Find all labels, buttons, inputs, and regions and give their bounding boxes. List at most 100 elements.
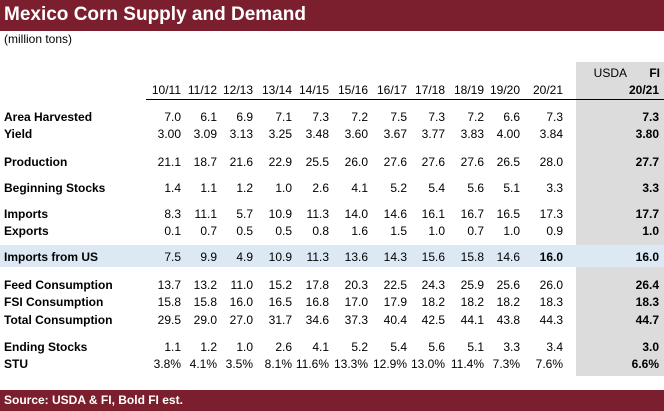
- table-cell: 5.1: [467, 340, 484, 354]
- table-cell: 18.2: [460, 295, 484, 309]
- table-cell: 9.9: [200, 250, 217, 264]
- table-cell: 7.3: [642, 110, 659, 124]
- table-cell: 7.2: [467, 110, 484, 124]
- table-cell: 26.4: [635, 278, 659, 292]
- row-label: Exports: [4, 224, 49, 238]
- table-cell: 0.5: [236, 224, 253, 238]
- table-cell: 16.0: [539, 250, 563, 264]
- table-cell: 14.6: [383, 207, 407, 221]
- table-cell: 27.6: [460, 155, 484, 169]
- column-header: 16/17: [376, 83, 407, 97]
- column-header: 15/16: [337, 83, 368, 97]
- table-cell: 17.3: [539, 207, 563, 221]
- row-label: Imports: [4, 207, 49, 221]
- table-cell: 25.6: [496, 278, 520, 292]
- table-cell: 1.0: [503, 224, 520, 238]
- table-cell: 10.9: [268, 207, 292, 221]
- table-cell: 3.0: [642, 340, 659, 354]
- page-title: Mexico Corn Supply and Demand: [4, 4, 306, 25]
- table-cell: 27.6: [421, 155, 445, 169]
- table-cell: 16.5: [496, 207, 520, 221]
- table-cell: 44.3: [539, 313, 563, 327]
- table-cell: 4.1: [312, 340, 329, 354]
- table-cell: 5.4: [428, 181, 445, 195]
- table-cell: 5.6: [467, 181, 484, 195]
- table-cell: 34.6: [305, 313, 329, 327]
- row-label: STU: [4, 357, 28, 371]
- table-cell: 7.5: [390, 110, 407, 124]
- table-cell: 21.1: [157, 155, 181, 169]
- table-cell: 2.6: [275, 340, 292, 354]
- table-cell: 3.25: [268, 127, 292, 141]
- row-label: Ending Stocks: [4, 340, 88, 354]
- table-cell: 14.3: [383, 250, 407, 264]
- table-cell: 1.4: [164, 181, 181, 195]
- table-cell: 4.9: [236, 250, 253, 264]
- column-header: 19/20: [489, 83, 520, 97]
- table-cell: 5.6: [428, 340, 445, 354]
- table-cell: 13.6: [344, 250, 368, 264]
- table-cell: 3.3: [546, 181, 563, 195]
- table-cell: 25.5: [305, 155, 329, 169]
- table-cell: 18.3: [635, 295, 659, 309]
- table-cell: 37.3: [344, 313, 368, 327]
- table-cell: 5.4: [390, 340, 407, 354]
- row-label: Yield: [4, 127, 33, 141]
- table-cell: 18.2: [421, 295, 445, 309]
- table-cell: 11.3: [306, 250, 329, 264]
- table-cell: 14.0: [344, 207, 368, 221]
- table-cell: 6.1: [200, 110, 217, 124]
- table-cell: 5.1: [503, 181, 520, 195]
- table-cell: 4.1: [351, 181, 368, 195]
- table-cell: 27.0: [229, 313, 253, 327]
- table-cell: 7.3%: [492, 357, 520, 371]
- table-cell: 40.4: [383, 313, 407, 327]
- table-cell: 1.0: [642, 224, 659, 238]
- table-cell: 15.8: [157, 295, 181, 309]
- column-header: 11/12: [187, 83, 217, 97]
- table-cell: 6.6: [503, 110, 520, 124]
- table-cell: 2.6: [312, 181, 329, 195]
- usda-fi-shaded-columns: [576, 62, 664, 376]
- table-cell: 27.6: [383, 155, 407, 169]
- table-cell: 7.3: [428, 110, 445, 124]
- table-cell: 3.83: [460, 127, 484, 141]
- table-cell: 3.3: [642, 181, 659, 195]
- fi-header: FI: [649, 66, 660, 80]
- table-cell: 13.0%: [410, 357, 445, 371]
- table-cell: 7.2: [351, 110, 368, 124]
- units-subtitle: (million tons): [4, 32, 73, 46]
- table-cell: 11.4%: [450, 357, 484, 371]
- table-cell: 18.3: [539, 295, 563, 309]
- table-cell: 4.1%: [189, 357, 217, 371]
- table-cell: 16.1: [421, 207, 445, 221]
- table-cell: 3.48: [305, 127, 329, 141]
- table-cell: 22.5: [383, 278, 407, 292]
- table-cell: 28.0: [539, 155, 563, 169]
- table-cell: 3.09: [193, 127, 217, 141]
- table-cell: 3.84: [539, 127, 563, 141]
- table-cell: 3.8%: [153, 357, 181, 371]
- header-rule: [146, 99, 664, 100]
- table-cell: 13.3%: [333, 357, 368, 371]
- table-cell: 26.0: [539, 278, 563, 292]
- table-cell: 14.6: [496, 250, 520, 264]
- table-cell: 26.0: [344, 155, 368, 169]
- row-label: Area Harvested: [4, 110, 93, 124]
- table-cell: 16.0: [635, 250, 659, 264]
- table-cell: 43.8: [496, 313, 520, 327]
- table-cell: 0.7: [200, 224, 217, 238]
- table-cell: 11.0: [230, 278, 253, 292]
- table-cell: 3.77: [421, 127, 445, 141]
- table-cell: 3.5%: [225, 357, 253, 371]
- table-cell: 0.8: [312, 224, 329, 238]
- table-cell: 8.1%: [264, 357, 292, 371]
- table-cell: 15.2: [268, 278, 292, 292]
- footer-bar: Source: USDA & FI, Bold FI est.: [0, 390, 664, 411]
- table-cell: 22.9: [268, 155, 292, 169]
- usda-header: USDA: [593, 66, 627, 80]
- table-cell: 3.60: [344, 127, 368, 141]
- table-cell: 21.6: [229, 155, 253, 169]
- table-cell: 16.0: [229, 295, 253, 309]
- row-label: Feed Consumption: [4, 278, 113, 292]
